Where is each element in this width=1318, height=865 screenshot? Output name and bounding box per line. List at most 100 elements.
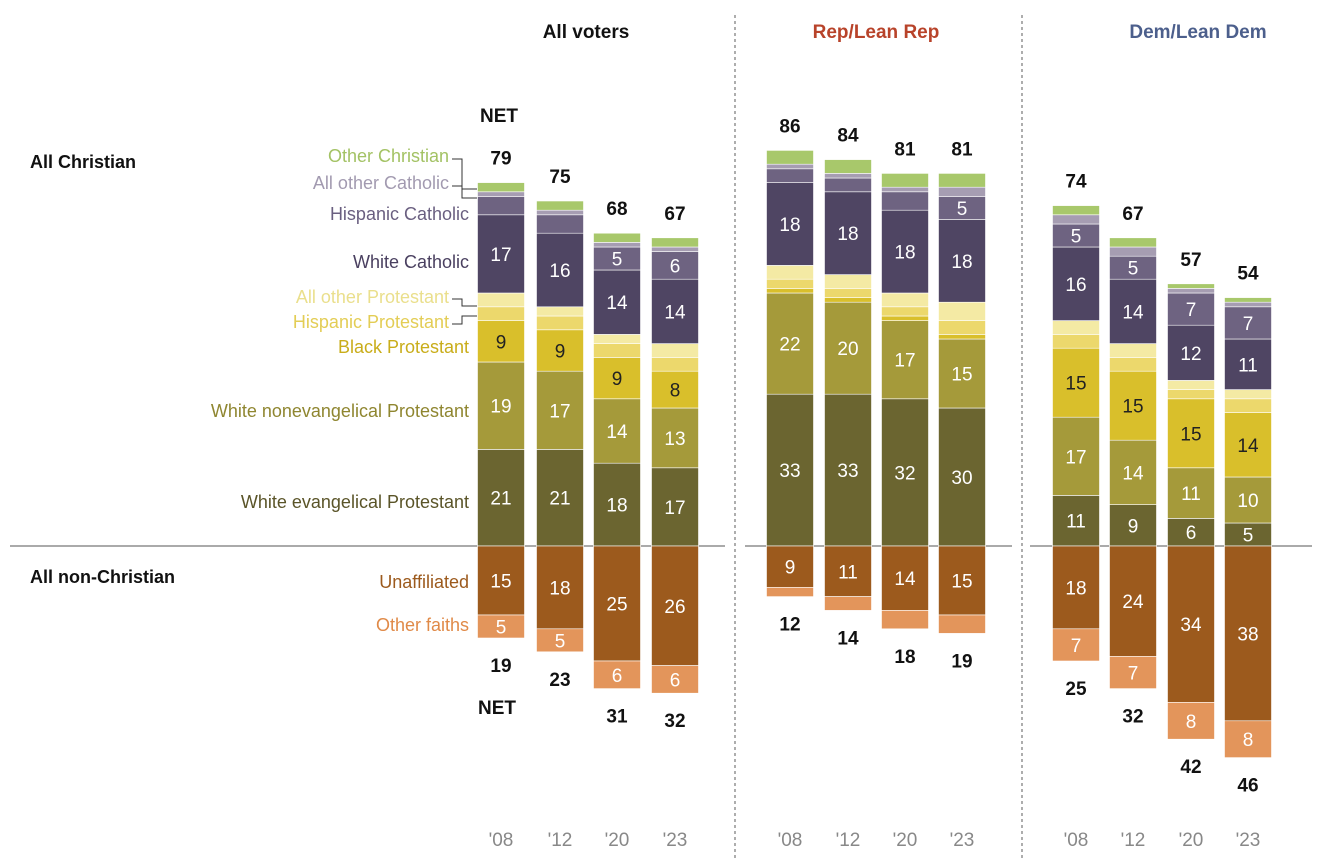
net-christian-label: 57: [1180, 250, 1201, 271]
bar-segment: [477, 361, 525, 450]
segment-label: 9: [555, 342, 566, 363]
segment-label: 9: [785, 558, 796, 579]
bar-segment: [1167, 283, 1215, 289]
net-heading: NET: [478, 698, 516, 719]
bar-segment: [477, 196, 525, 216]
segment-label: 18: [951, 252, 972, 273]
bar-segment: [766, 150, 814, 165]
segment-label: 9: [496, 332, 507, 353]
net-non-christian-label: 32: [1122, 707, 1143, 728]
bar-segment: [1224, 301, 1272, 308]
segment-label: 18: [894, 243, 915, 264]
segment-label: 15: [490, 572, 511, 593]
bar-segment: [593, 462, 641, 547]
segment-label: 18: [837, 224, 858, 245]
bar-segment: [1109, 237, 1157, 248]
segment-label: 14: [1122, 463, 1144, 484]
bar-segment: [536, 545, 584, 630]
segment-label: 17: [490, 245, 511, 266]
bar-segment: [824, 173, 872, 179]
segment-label: 5: [612, 250, 623, 271]
segment-label: 15: [951, 572, 972, 593]
bar-segment: [593, 343, 641, 358]
segment-label: 14: [606, 293, 628, 314]
segment-label: 18: [606, 496, 627, 517]
bar-segment: [1167, 389, 1215, 400]
segment-label: 33: [779, 461, 800, 482]
leader-line: [452, 298, 477, 307]
bar-segment: [651, 357, 699, 372]
segment-label: 5: [1243, 526, 1254, 547]
segment-label: 18: [779, 215, 800, 236]
year-tick-label: '12: [1121, 830, 1146, 851]
bar-segment: [651, 246, 699, 252]
segment-label: 15: [1122, 397, 1143, 418]
bar-segment: [1109, 504, 1157, 547]
segment-label: 14: [664, 302, 686, 323]
bar-segment: [651, 370, 699, 409]
segment-label: 19: [490, 397, 511, 418]
net-non-christian-label: 46: [1237, 776, 1258, 797]
segment-label: 11: [1181, 484, 1201, 505]
bar-segment: [938, 614, 986, 634]
bar-segment: [1167, 702, 1215, 740]
segment-label: 17: [664, 498, 685, 519]
bar-segment: [536, 315, 584, 331]
segment-label: 17: [1065, 447, 1086, 468]
segment-label: 5: [555, 631, 566, 652]
bar-segment: [651, 545, 699, 666]
segment-label: 26: [664, 597, 685, 618]
segment-label: 11: [1066, 512, 1086, 533]
panel-title: All voters: [543, 22, 630, 43]
bar-segment: [477, 614, 525, 639]
bar-segment: [477, 191, 525, 197]
segment-label: 8: [670, 381, 681, 402]
net-heading: NET: [480, 106, 518, 127]
net-non-christian-label: 25: [1065, 679, 1087, 700]
bar-segment: [1109, 656, 1157, 689]
bar-segment: [651, 407, 699, 469]
bar-segment: [881, 292, 929, 308]
category-label: White nonevangelical Protestant: [211, 401, 469, 421]
bar-segment: [477, 449, 525, 547]
bar-segment: [766, 393, 814, 547]
net-christian-label: 84: [837, 126, 859, 147]
bar-segment: [824, 274, 872, 289]
segment-label: 17: [894, 351, 915, 372]
net-christian-label: 54: [1237, 264, 1259, 285]
bar-segment: [824, 301, 872, 395]
bar-segment: [881, 306, 929, 317]
bar-segment: [824, 177, 872, 193]
bar-segment: [938, 407, 986, 547]
net-christian-label: 86: [779, 116, 800, 137]
leader-line: [452, 185, 477, 199]
bar-segment: [766, 278, 814, 289]
year-tick-label: '20: [605, 830, 630, 851]
bar-segment: [881, 191, 929, 211]
net-non-christian-label: 31: [606, 707, 628, 728]
segment-label: 18: [1065, 578, 1086, 599]
segment-label: 14: [606, 422, 628, 443]
bar-segment: [1052, 416, 1100, 496]
net-christian-label: 67: [1122, 204, 1143, 225]
bar-segment: [1052, 214, 1100, 225]
net-non-christian-label: 42: [1180, 757, 1201, 778]
bar-segment: [1224, 412, 1272, 478]
category-label: Hispanic Protestant: [293, 312, 449, 332]
segment-label: 6: [670, 256, 681, 277]
net-christian-label: 68: [606, 199, 627, 220]
year-tick-label: '12: [548, 830, 573, 851]
bar-segment: [536, 329, 584, 372]
segment-label: 14: [1237, 436, 1259, 457]
segment-label: 6: [670, 670, 681, 691]
panel-title: Rep/Lean Rep: [813, 22, 940, 43]
category-label: All other Protestant: [296, 287, 449, 307]
net-non-christian-label: 32: [664, 711, 685, 732]
segment-label: 15: [1065, 374, 1086, 395]
bar-segment: [593, 398, 641, 464]
segment-label: 5: [1128, 259, 1139, 280]
segment-label: 21: [549, 489, 570, 510]
bar-segment: [1109, 357, 1157, 372]
bar-segment: [881, 320, 929, 400]
